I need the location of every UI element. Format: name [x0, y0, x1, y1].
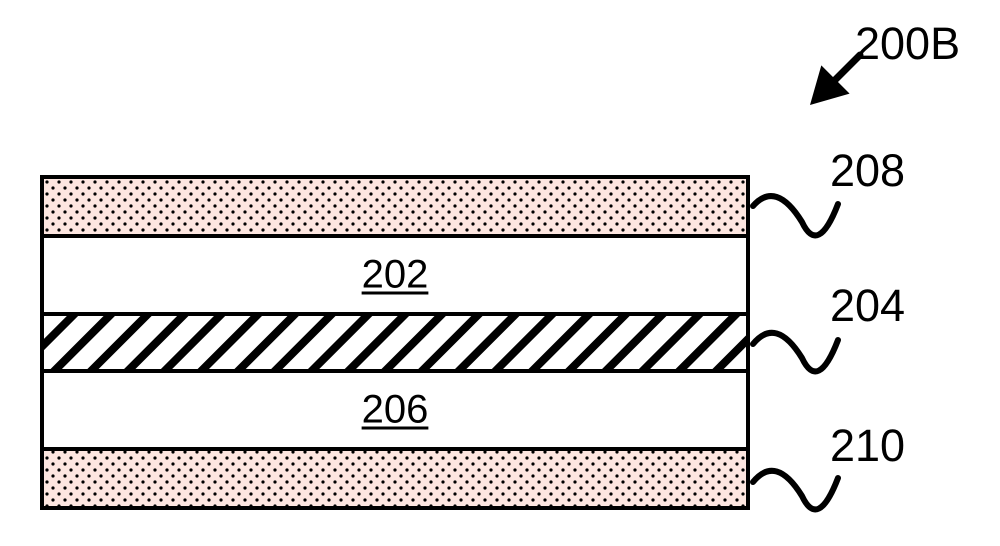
figure-label-text: 200B	[855, 18, 960, 69]
callout-208: 208	[830, 145, 905, 197]
divider-3	[44, 447, 746, 451]
diagram-stage: 200B 202206	[0, 0, 1000, 546]
callout-210-text: 210	[830, 420, 905, 471]
callout-208-text: 208	[830, 145, 905, 196]
divider-1	[44, 312, 746, 316]
callout-210: 210	[830, 420, 905, 472]
leader-204	[753, 333, 838, 372]
callout-204: 204	[830, 280, 905, 332]
callout-204-text: 204	[830, 280, 905, 331]
leader-210	[753, 471, 838, 510]
divider-2	[44, 369, 746, 373]
layer-dividers	[44, 179, 746, 506]
figure-label: 200B	[855, 18, 960, 70]
leader-208	[753, 196, 838, 235]
divider-0	[44, 234, 746, 238]
layer-stack: 202206	[40, 175, 750, 510]
